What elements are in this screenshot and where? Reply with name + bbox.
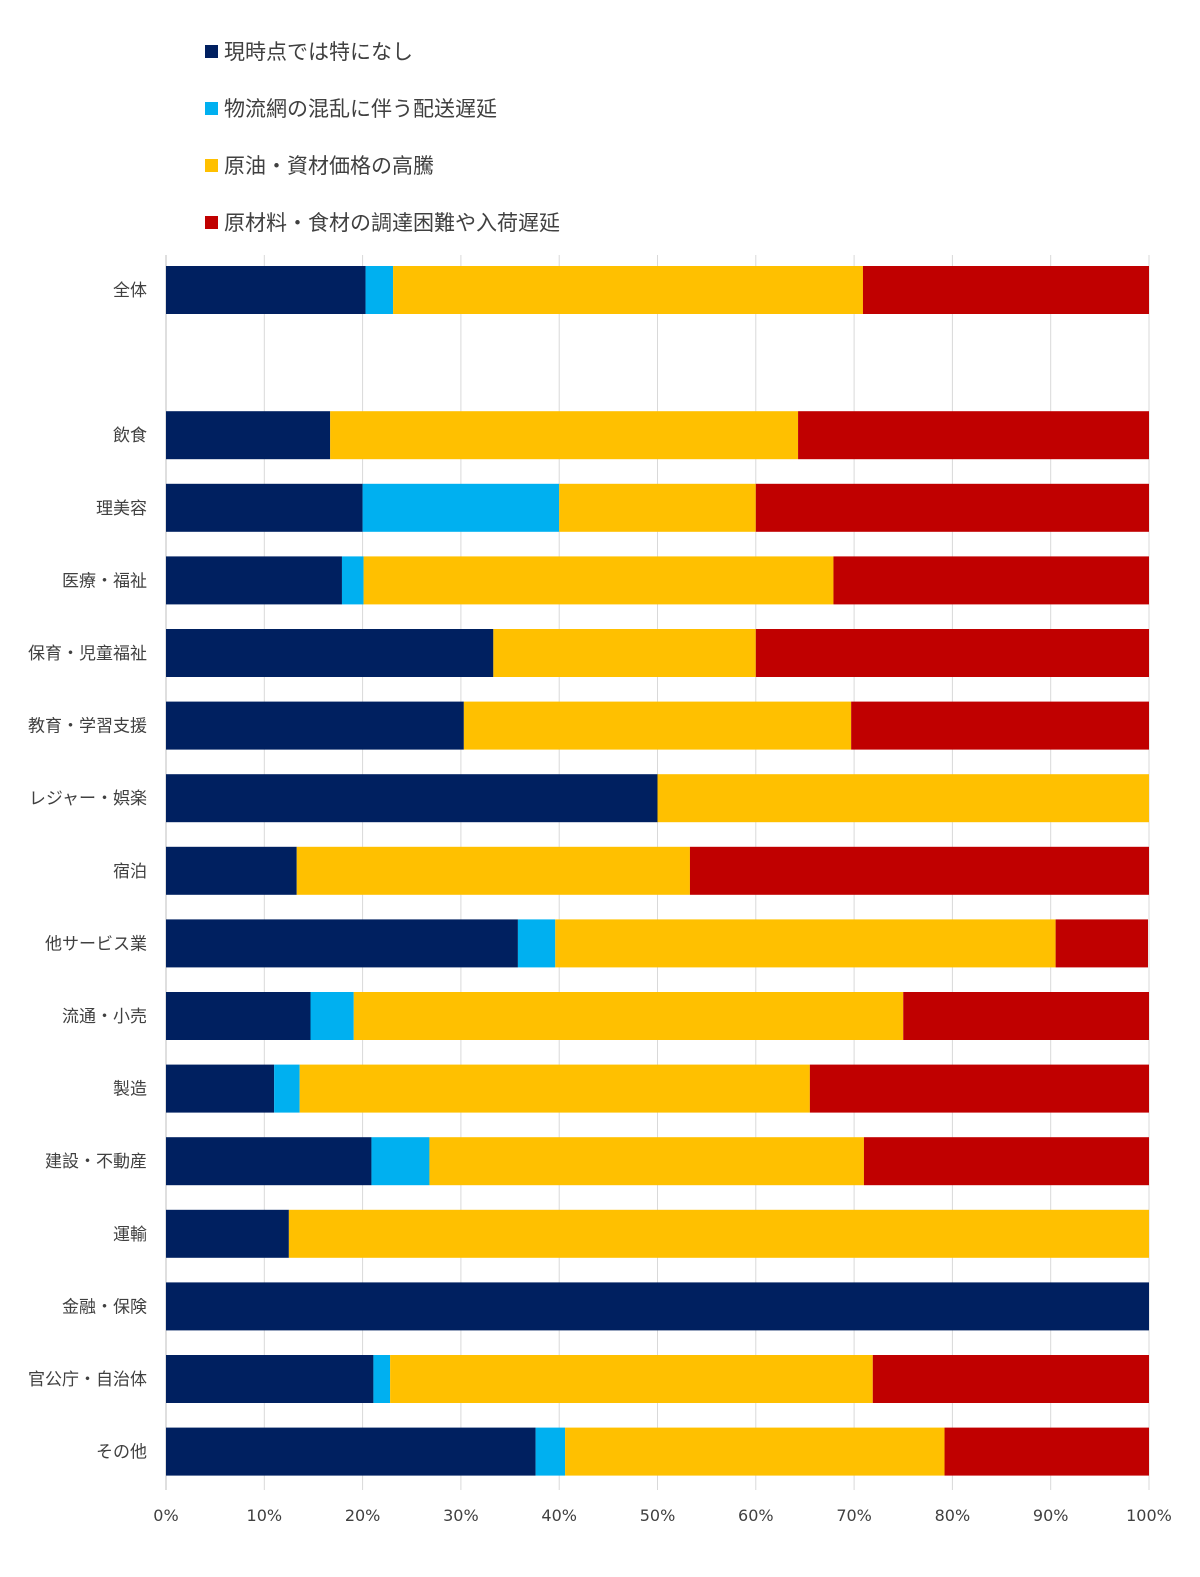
bar-segment [565, 1427, 945, 1476]
bar-segment [166, 266, 366, 314]
bar-segment [755, 483, 1149, 532]
legend-item-logistics: 物流網の混乱に伴う配送遅延 [205, 93, 497, 123]
bar-segment [166, 1137, 372, 1186]
bars [166, 266, 1149, 1476]
bar-segment [166, 1427, 536, 1476]
category-label: レジャー・娯楽 [29, 789, 147, 809]
bar-segment [363, 556, 834, 605]
legend-label-price: 原油・資材価格の高騰 [224, 154, 434, 178]
x-tick-label: 0% [153, 1506, 178, 1525]
bar-segment [166, 556, 342, 605]
category-label: 全体 [113, 281, 147, 301]
bar-segment [166, 846, 297, 895]
bar-segment [851, 701, 1149, 750]
legend-swatch-materials [205, 215, 218, 229]
category-label: 他サービス業 [45, 934, 147, 954]
category-label: 理美容 [96, 499, 147, 519]
bar-segment [166, 1355, 374, 1403]
category-label: 建設・不動産 [45, 1152, 147, 1172]
bar-segment [274, 1064, 300, 1113]
bar-segment [371, 1137, 430, 1186]
bar-segment [944, 1427, 1149, 1476]
x-tick-label: 100% [1126, 1506, 1172, 1525]
bar-segment [166, 774, 658, 823]
bar-segment [393, 266, 863, 314]
category-label: 飲食 [113, 426, 147, 446]
x-tick-label: 60% [738, 1506, 774, 1525]
bar-segment [353, 992, 904, 1040]
bar-segment [310, 992, 354, 1040]
bar-segment [463, 701, 852, 750]
bar-segment [862, 266, 1149, 314]
bar-segment [299, 1064, 810, 1113]
category-label: 教育・学習支援 [28, 717, 147, 737]
category-label: 製造 [113, 1080, 147, 1100]
bar-segment [833, 556, 1149, 605]
legend-item-materials: 原材料・食材の調達困難や入荷遅延 [205, 207, 560, 237]
legend-label-materials: 原材料・食材の調達困難や入荷遅延 [224, 211, 560, 235]
bar-segment [798, 411, 1149, 460]
bar-segment [166, 701, 464, 750]
bar-segment [296, 846, 690, 895]
bar-segment [555, 919, 1056, 968]
bar-segment [166, 483, 363, 532]
bar-segment [341, 556, 364, 605]
bar-segment [493, 629, 756, 677]
legend-swatch-logistics [205, 101, 218, 115]
legend-item-none: 現時点では特になし [205, 36, 413, 66]
bar-segment [365, 266, 394, 314]
bar-segment [390, 1355, 873, 1403]
bar-segment [166, 919, 518, 968]
bar-segment [166, 411, 331, 460]
bar-segment [1055, 919, 1149, 968]
category-label: 保育・児童福祉 [28, 644, 147, 664]
x-tick-label: 50% [640, 1506, 676, 1525]
bar-segment [373, 1355, 391, 1403]
x-tick-label: 70% [836, 1506, 872, 1525]
bar-segment [166, 629, 494, 677]
category-label: 運輸 [113, 1225, 147, 1245]
category-label: 金融・保険 [62, 1297, 147, 1317]
bar-segment [657, 774, 1149, 823]
bar-segment [903, 992, 1149, 1040]
bar-segment [166, 1064, 275, 1113]
category-label: 流通・小売 [62, 1007, 147, 1027]
bar-segment [755, 629, 1149, 677]
bar-segment [535, 1427, 566, 1476]
bar-segment [288, 1209, 1149, 1258]
x-axis-tick-labels: 0% 10% 20% 30% 40% 50% 60% 70% 80% 90% 100% [153, 1506, 1172, 1525]
category-label: 宿泊 [113, 862, 147, 882]
category-labels: 全体飲食理美容医療・福祉保育・児童福祉教育・学習支援レジャー・娯楽宿泊他サービス… [28, 281, 147, 1463]
bar-segment [863, 1137, 1149, 1186]
x-tick-label: 90% [1033, 1506, 1069, 1525]
bar-segment [166, 1209, 289, 1258]
bar-segment [362, 483, 560, 532]
legend-item-price: 原油・資材価格の高騰 [205, 150, 434, 180]
x-tick-label: 20% [345, 1506, 381, 1525]
legend-swatch-none [205, 44, 218, 58]
legend-label-logistics: 物流網の混乱に伴う配送遅延 [224, 97, 497, 121]
bar-segment [429, 1137, 864, 1186]
category-label: 医療・福祉 [62, 571, 147, 591]
x-tick-label: 80% [935, 1506, 971, 1525]
bar-segment [330, 411, 799, 460]
category-label: 官公庁・自治体 [28, 1370, 147, 1390]
x-tick-label: 30% [443, 1506, 479, 1525]
x-tick-label: 40% [541, 1506, 577, 1525]
legend-swatch-price [205, 158, 218, 172]
x-tick-label: 10% [247, 1506, 283, 1525]
category-label: その他 [96, 1443, 147, 1463]
bar-segment [809, 1064, 1149, 1113]
bar-segment [689, 846, 1149, 895]
bar-segment [559, 483, 756, 532]
bar-segment [517, 919, 556, 968]
bar-segment [166, 1282, 1149, 1331]
bar-segment [166, 992, 311, 1040]
bar-segment [872, 1355, 1149, 1403]
legend-label-none: 現時点では特になし [224, 40, 413, 64]
